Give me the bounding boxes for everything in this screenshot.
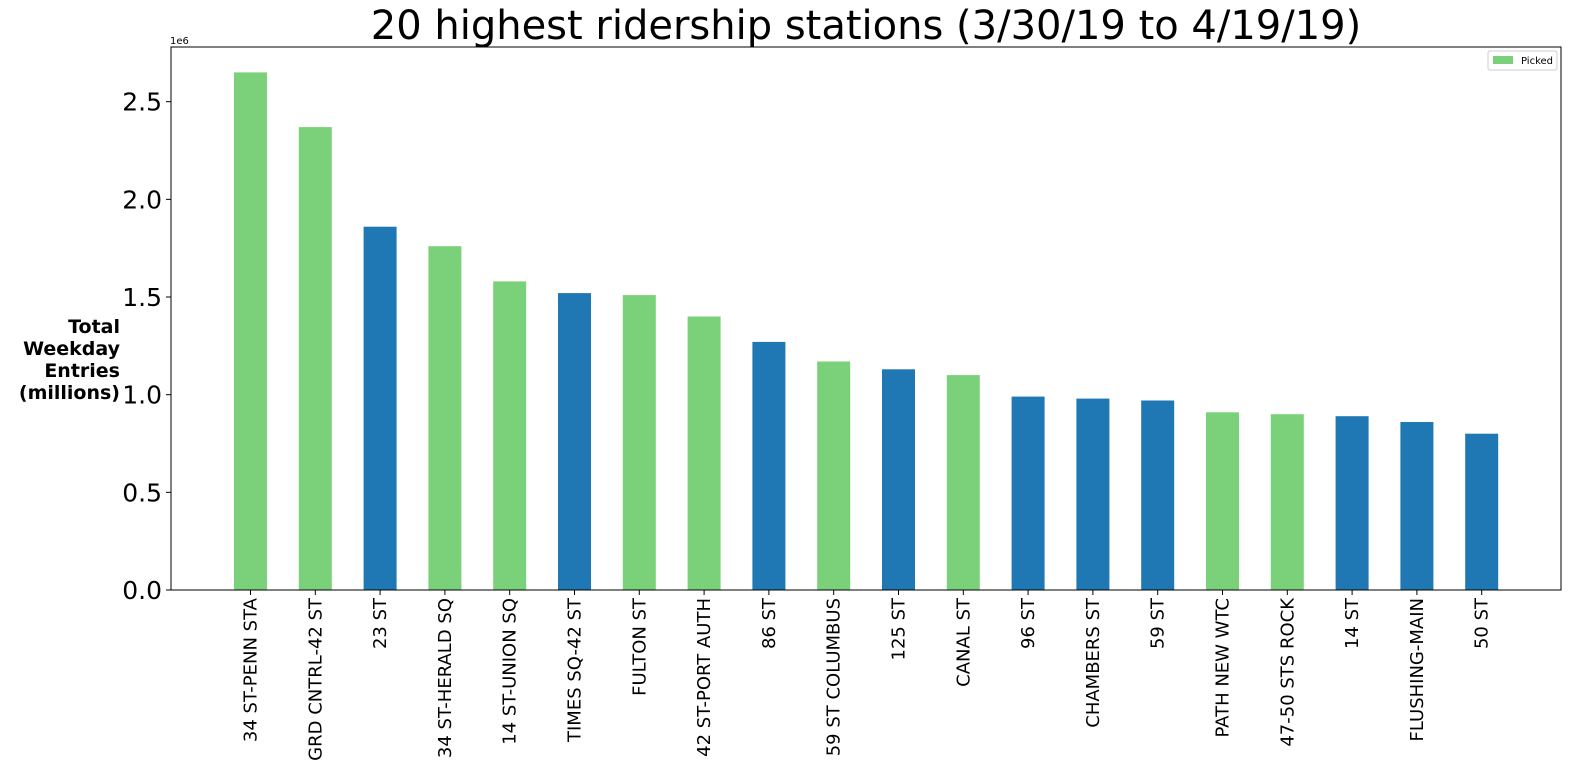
- bar-86-st: [752, 341, 786, 590]
- y-axis-label-line: Weekday: [23, 338, 121, 360]
- bar-grd-cntrl-42-st: [298, 127, 332, 590]
- x-tick-label: GRD CNTRL-42 ST: [305, 597, 326, 761]
- x-tick-label: CHAMBERS ST: [1083, 597, 1104, 728]
- legend-label-picked: Picked: [1521, 56, 1553, 67]
- bar-14-st-union-sq: [493, 281, 527, 590]
- x-tick-label: 42 ST-PORT AUTH: [694, 598, 715, 757]
- x-tick-label: 86 ST: [759, 597, 780, 649]
- bar-fulton-st: [622, 295, 656, 590]
- bar-59-st: [1141, 400, 1175, 590]
- chart-title: 20 highest ridership stations (3/30/19 t…: [371, 3, 1362, 49]
- y-axis-label-line: (millions): [19, 382, 120, 404]
- x-tick-label: 125 ST: [889, 597, 910, 661]
- y-tick-label: 1.0: [122, 381, 162, 410]
- y-tick-label: 2.0: [122, 185, 162, 214]
- x-tick-label: 14 ST-UNION SQ: [500, 598, 521, 745]
- x-tick-label: 34 ST-PENN STA: [241, 597, 262, 742]
- bar-59-st-columbus: [817, 361, 851, 590]
- x-tick-label: CANAL ST: [953, 597, 974, 687]
- bar-flushing-main: [1400, 422, 1434, 590]
- bar-125-st: [882, 369, 915, 590]
- bar-chambers-st: [1076, 398, 1110, 590]
- legend-swatch-picked: [1493, 56, 1513, 64]
- legend: Picked: [1487, 50, 1558, 71]
- plot-frame: [170, 46, 1562, 591]
- y-axis-offset-label: 1e6: [170, 36, 189, 47]
- bar-47-50-sts-rock: [1270, 414, 1304, 590]
- bar-34-st-penn-sta: [234, 72, 267, 590]
- y-axis-label-line: Total: [68, 316, 120, 338]
- x-tick-label: 59 ST COLUMBUS: [824, 598, 845, 756]
- bar-96-st: [1011, 396, 1045, 590]
- y-tick-label: 0.0: [122, 576, 162, 605]
- x-tick-label: 50 ST: [1472, 597, 1493, 649]
- x-tick-label: FULTON ST: [629, 597, 650, 696]
- y-axis-label-line: Entries: [44, 360, 120, 382]
- x-tick-label: 34 ST-HERALD SQ: [435, 598, 456, 758]
- y-tick-label: 1.5: [122, 283, 162, 312]
- bar-path-new-wtc: [1206, 412, 1239, 590]
- bar-34-st-herald-sq: [428, 246, 462, 590]
- x-tick-label: 23 ST: [370, 597, 391, 649]
- x-tick-label: 59 ST: [1148, 597, 1169, 649]
- x-tick-label: FLUSHING-MAIN: [1407, 598, 1428, 741]
- x-tick-label: 96 ST: [1018, 597, 1039, 649]
- bar-23-st: [363, 226, 397, 590]
- bar-times-sq-42-st: [558, 293, 591, 590]
- x-tick-label: 47-50 STS ROCK: [1277, 597, 1298, 747]
- x-tick-label: PATH NEW WTC: [1213, 598, 1234, 738]
- bars-group: [234, 72, 1499, 590]
- bar-canal-st: [946, 375, 980, 590]
- x-tick-label: 14 ST: [1342, 597, 1363, 649]
- y-tick-label: 2.5: [122, 88, 162, 117]
- bar-14-st: [1335, 416, 1369, 590]
- y-tick-label: 0.5: [122, 478, 162, 507]
- legend-frame: [1487, 50, 1558, 71]
- x-axis-ticks: 34 ST-PENN STA GRD CNTRL-42 ST 23 ST 34 ST-…: [241, 590, 1493, 761]
- bar-50-st: [1465, 433, 1499, 590]
- x-tick-label: TIMES SQ-42 ST: [565, 597, 586, 743]
- bar-42-st-port-auth: [687, 316, 721, 590]
- y-axis-ticks: 0.0 0.5 1.0 1.5 2.0 2.5: [122, 88, 171, 605]
